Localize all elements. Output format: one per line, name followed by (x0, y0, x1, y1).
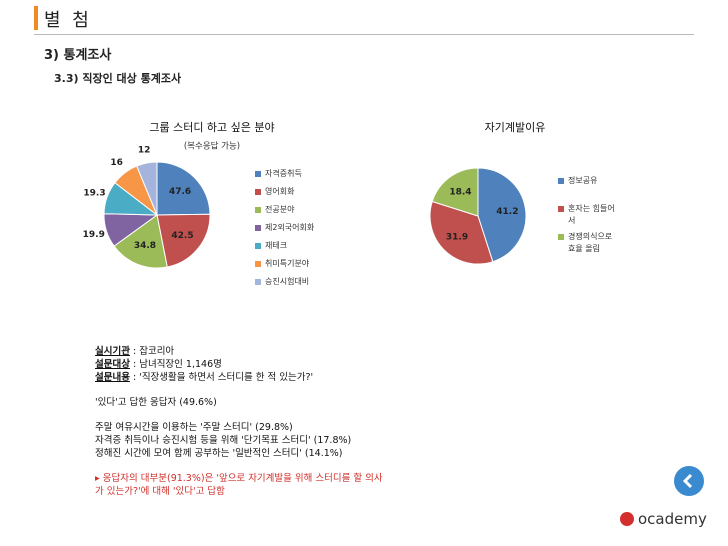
legend-swatch (255, 189, 261, 195)
legend-swatch (558, 206, 564, 212)
subsection-title: 3.3) 직장인 대상 통계조사 (54, 72, 182, 85)
header-title: 별 첨 (44, 10, 92, 31)
legend-label: 정보공유 (568, 176, 598, 185)
accent-bar (34, 6, 38, 30)
legend-swatch (255, 171, 261, 177)
legend-entry: 영어회화 (255, 186, 345, 198)
logo-icon (620, 512, 634, 526)
legend-entry: 혼자는 힘들어서 (558, 203, 620, 227)
legend-label: 취미특기분야 (265, 259, 310, 268)
legend-label: 혼자는 힘들어서 (568, 204, 615, 225)
legend-swatch (255, 261, 261, 267)
next-button[interactable] (674, 466, 704, 496)
legend-swatch (255, 279, 261, 285)
legend-swatch (255, 207, 261, 213)
data-label: 18.4 (449, 187, 471, 197)
survey-label: 설문대상 (95, 359, 130, 370)
legend-entry: 취미특기분야 (255, 258, 345, 270)
legend-swatch (255, 225, 261, 231)
data-label: 19.9 (83, 230, 105, 240)
legend-label: 영어회화 (265, 187, 295, 196)
legend-entry: 정보공유 (558, 175, 620, 187)
pie-slice (429, 200, 494, 265)
survey-text: : '직장생활을 하면서 스터디를 한 적 있는가?' (129, 372, 314, 383)
conclusion: ▸ 응답자의 대부분(91.3%)은 '앞으로 자기계발을 위해 스터디를 할 … (95, 473, 383, 497)
pie-slice (431, 167, 479, 217)
section-title: 3) 통계조사 (44, 48, 112, 63)
survey-label: 실시기관 (95, 346, 130, 357)
next-icon (682, 473, 693, 489)
pie-slice (477, 167, 527, 263)
chart-title: 자기계발이유 (485, 121, 546, 134)
legend-entry: 경쟁의식으로 효율 올림 (558, 231, 620, 255)
legend-label: 경쟁의식으로 효율 올림 (568, 232, 613, 253)
body-text: 실시기관 : 잡코리아 설문대상 : 남녀직장인 1,146명 설문내용 : '직장… (95, 345, 395, 498)
legend-label: 재테크 (265, 241, 288, 250)
data-label: 12 (138, 146, 151, 156)
header-rule (34, 34, 694, 35)
legend-entry: 승진시험대비 (255, 276, 345, 288)
data-label: 47.6 (169, 187, 191, 197)
survey-line: 설문내용 : '직장생활을 하면서 스터디를 한 적 있는가?' (95, 371, 395, 384)
pie-slice (136, 161, 158, 216)
data-label: 31.9 (446, 233, 468, 243)
survey-label: 설문내용 (95, 372, 130, 383)
legend-label: 승진시험대비 (265, 277, 310, 286)
survey-text: : 남녀직장인 1,146명 (129, 359, 222, 370)
legend-label: 자격증취득 (265, 169, 302, 178)
legend-entry: 자격증취득 (255, 168, 345, 180)
chart-subtitle: (복수응답 가능) (184, 141, 240, 152)
chart-title: 그룹 스터디 하고 싶은 분야 (149, 120, 274, 134)
legend-swatch (558, 178, 564, 184)
legend-label: 제2외국어회화 (265, 223, 315, 232)
result-line: 주말 여유시간을 이용하는 '주말 스터디' (29.8%) (95, 422, 293, 433)
pie-slice (156, 213, 211, 268)
legend-swatch (558, 234, 564, 240)
survey-line: 실시기관 : 잡코리아 (95, 345, 395, 358)
data-label: 42.5 (171, 231, 193, 241)
legend-label: 전공분야 (265, 205, 295, 214)
data-label: 19.3 (83, 188, 105, 198)
survey-text: : 잡코리아 (129, 346, 175, 357)
pie-slice (113, 214, 168, 269)
legend-entry: 제2외국어회화 (255, 222, 345, 234)
legend-entry: 전공분야 (255, 204, 345, 216)
logo: ocademy (638, 510, 707, 528)
legend-swatch (255, 243, 261, 249)
legend-entry: 재테크 (255, 240, 345, 252)
survey-line: 설문대상 : 남녀직장인 1,146명 (95, 358, 395, 371)
pie-slice (156, 161, 211, 216)
answer: '있다'고 답한 응답자 (49.6%) (95, 397, 217, 408)
data-label: 41.2 (496, 207, 518, 217)
results: 주말 여유시간을 이용하는 '주말 스터디' (29.8%) 자격증 취득이나 승… (95, 421, 395, 460)
result-line: 정해진 시간에 모여 함께 공부하는 '일반적인 스터디' (14.1%) (95, 448, 343, 459)
data-label: 34.8 (134, 241, 156, 251)
data-label: 16 (110, 158, 123, 168)
result-line: 자격증 취득이나 승진시험 등을 위해 '단기목표 스터디' (17.8%) (95, 435, 352, 446)
